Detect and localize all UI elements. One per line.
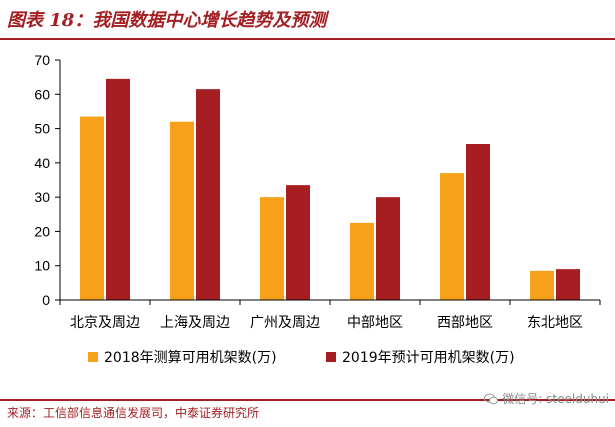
y-tick-label: 60 xyxy=(34,86,50,102)
bar-2018 xyxy=(530,270,554,300)
x-tick-label: 广州及周边 xyxy=(250,315,320,331)
bar-2018 xyxy=(260,197,284,300)
bar-2019 xyxy=(556,269,580,300)
bar-2018 xyxy=(350,222,374,300)
bar-chart: 0 10 20 30 40 50 60 70 北京及周边 上海及周边 广州及周边 中部地区 西部地区 东… xyxy=(34,52,601,366)
legend: 2018年测算可用机架数(万) 2019年预计可用机架数(万) xyxy=(88,350,515,366)
figure-title: 图表 18：我国数据中心增长趋势及预测 xyxy=(7,10,327,31)
bar-2018 xyxy=(440,173,464,300)
y-tick-label: 50 xyxy=(34,121,50,137)
y-tick-label: 40 xyxy=(34,155,50,171)
bar-2019 xyxy=(466,144,490,300)
x-tick-label: 西部地区 xyxy=(437,315,493,331)
y-tick-label: 10 xyxy=(34,258,50,274)
bar-2019 xyxy=(196,89,220,301)
legend-label: 2019年预计可用机架数(万) xyxy=(342,350,515,366)
x-tick-label: 上海及周边 xyxy=(160,315,230,331)
watermark: 微信号: steelduhui xyxy=(484,390,609,407)
bar-2019 xyxy=(106,78,130,300)
x-tick-label: 北京及周边 xyxy=(70,315,140,331)
watermark-text: 微信号: steelduhui xyxy=(502,392,609,406)
bar-2019 xyxy=(286,185,310,300)
footer-rule xyxy=(0,399,615,401)
legend-swatch xyxy=(326,352,336,362)
y-axis: 0 10 20 30 40 50 60 70 xyxy=(34,52,61,308)
legend-swatch xyxy=(88,352,98,362)
bar-2018 xyxy=(80,116,104,300)
wechat-icon xyxy=(484,393,499,404)
bar-2019 xyxy=(376,197,400,300)
title-rule xyxy=(0,38,615,40)
y-tick-label: 0 xyxy=(42,292,50,308)
legend-label: 2018年测算可用机架数(万) xyxy=(104,350,277,366)
bar-2018 xyxy=(170,121,194,300)
y-tick-label: 30 xyxy=(34,189,50,205)
x-axis: 北京及周边 上海及周边 广州及周边 中部地区 西部地区 东北地区 xyxy=(59,299,601,331)
y-tick-label: 20 xyxy=(34,223,50,239)
x-tick-label: 中部地区 xyxy=(347,315,403,331)
x-tick-label: 东北地区 xyxy=(527,315,583,331)
y-tick-label: 70 xyxy=(34,52,50,68)
source-note: 来源：工信部信息通信发展司，中泰证券研究所 xyxy=(7,406,260,420)
bars xyxy=(80,78,580,301)
